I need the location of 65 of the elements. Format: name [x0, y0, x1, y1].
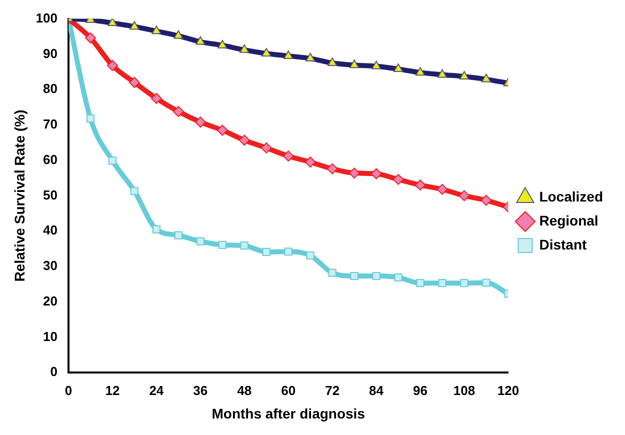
point [480, 194, 492, 206]
y-tick-label: 80 [43, 81, 58, 96]
point [150, 92, 162, 104]
legend-label: Localized [539, 188, 604, 204]
y-tick-label: 90 [43, 46, 58, 61]
point [108, 156, 116, 165]
point [130, 187, 138, 196]
y-tick-label: 60 [43, 152, 58, 167]
point [370, 168, 382, 180]
x-tick-label: 96 [413, 382, 428, 398]
point [262, 248, 270, 256]
point [438, 279, 446, 288]
y-tick-label: 20 [43, 293, 58, 308]
point [348, 168, 360, 179]
point [152, 225, 160, 234]
x-axis-title: Months after diagnosis [212, 405, 366, 422]
point [436, 184, 448, 195]
point [394, 273, 402, 282]
point [460, 279, 468, 288]
x-tick-label: 120 [497, 382, 520, 398]
point [350, 272, 358, 280]
x-tick-label: 84 [369, 382, 384, 398]
x-tick-label: 0 [64, 382, 72, 398]
point [260, 142, 272, 154]
point [194, 116, 206, 128]
point [196, 237, 204, 246]
x-tick-label: 60 [281, 382, 296, 398]
x-tick-label: 12 [105, 382, 120, 398]
point [414, 180, 426, 191]
point [284, 248, 292, 256]
point [328, 268, 336, 277]
y-tick-label: 50 [43, 187, 58, 202]
legend-label: Regional [539, 212, 598, 228]
point [306, 251, 314, 260]
point [326, 163, 338, 174]
x-tick-label: 108 [453, 382, 476, 398]
point [238, 134, 250, 146]
point [86, 114, 95, 123]
point [458, 190, 470, 202]
y-tick-label: 30 [43, 258, 58, 274]
point [218, 240, 226, 249]
x-tick-label: 36 [193, 382, 208, 398]
legend-label: Distant [539, 236, 587, 252]
point [84, 32, 96, 44]
y-tick-label: 0 [50, 364, 58, 380]
point [482, 278, 490, 287]
point [174, 231, 182, 240]
y-tick-label: 70 [43, 116, 58, 132]
point [392, 174, 404, 185]
point [128, 76, 140, 88]
x-tick-label: 48 [237, 382, 252, 398]
point [282, 150, 294, 162]
point [240, 242, 248, 250]
y-axis-title: Relative Survival Rate (%) [11, 110, 28, 282]
point [216, 124, 228, 136]
x-tick-label: 72 [325, 382, 340, 398]
x-tick-label: 24 [149, 382, 164, 398]
y-tick-label: 40 [43, 222, 58, 238]
point [416, 279, 424, 288]
point [106, 60, 118, 71]
point [304, 156, 316, 168]
point [372, 272, 380, 280]
y-tick-label: 100 [36, 10, 58, 26]
y-tick-label: 10 [43, 328, 58, 344]
point [172, 106, 184, 117]
